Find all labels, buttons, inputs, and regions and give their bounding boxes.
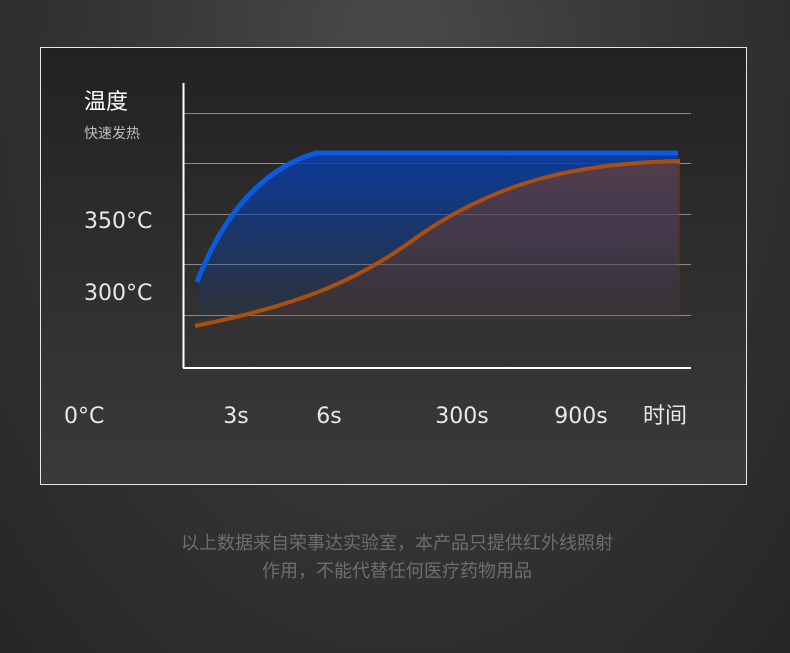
x-label: 6s xyxy=(316,404,341,429)
x-label: 0°C xyxy=(64,404,104,429)
subtitle: 快速发热 xyxy=(84,126,140,142)
y-label: 350°C xyxy=(84,209,152,234)
orange-area xyxy=(195,161,680,326)
blue-curve xyxy=(194,150,678,283)
footnote: 作用，不能代替任何医疗药物用品 xyxy=(262,561,532,582)
orange-curve xyxy=(194,159,681,328)
title: 温度 xyxy=(84,90,128,115)
y-label: 300°C xyxy=(84,281,152,306)
x-label: 时间 xyxy=(643,404,687,429)
x-label: 900s xyxy=(554,404,607,429)
x-label: 300s xyxy=(435,404,488,429)
footnote: 以上数据来自荣事达实验室，本产品只提供红外线照射 xyxy=(181,533,613,554)
x-label: 3s xyxy=(223,404,248,429)
